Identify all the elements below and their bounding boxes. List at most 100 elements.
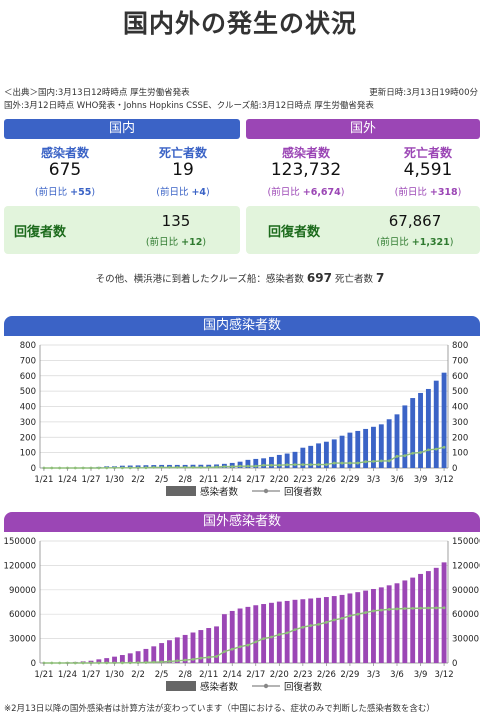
- y-tick-label: 600: [20, 372, 36, 382]
- recovered-point: [285, 631, 289, 635]
- x-tick-label: 1/24: [58, 670, 77, 680]
- cruise-ship-info: その他、横浜港に到着したクルーズ船：感染者数 697 死亡者数 7: [0, 271, 480, 285]
- international-deaths-diff: (前日比 +318): [394, 187, 462, 198]
- recovered-point: [340, 616, 344, 620]
- recovered-point: [160, 465, 164, 469]
- bar: [261, 458, 267, 468]
- x-tick-label: 2/8: [178, 670, 192, 680]
- x-tick-label: 2/29: [340, 670, 359, 680]
- bar: [347, 593, 353, 663]
- x-tick-label: 2/23: [293, 475, 312, 485]
- bar: [221, 614, 227, 663]
- y-tick-label-right: 120000: [452, 561, 480, 571]
- bar: [96, 659, 102, 663]
- bar: [339, 435, 345, 468]
- legend-swatch-infected: [166, 681, 196, 691]
- bar: [159, 643, 165, 663]
- x-tick-label: 2/11: [199, 475, 218, 485]
- legend-label-recovered: 回復者数: [284, 486, 323, 498]
- recovered-point: [222, 650, 226, 654]
- recovered-point: [73, 466, 77, 470]
- recovered-point: [442, 606, 446, 610]
- recovered-point: [191, 465, 195, 469]
- recovered-point: [175, 659, 179, 663]
- footnote: ※2月13日以降の国外感染者は計算方法が変わっています（中国における、症状のみで…: [4, 704, 435, 714]
- x-tick-label: 3/12: [435, 475, 454, 485]
- x-tick-label: 1/27: [81, 670, 100, 680]
- recovered-point: [136, 466, 140, 470]
- y-tick-label-right: 30000: [452, 635, 479, 645]
- legend-label-infected: 感染者数: [200, 681, 239, 693]
- international-header: 国外: [246, 119, 480, 139]
- y-tick-label: 120000: [4, 561, 36, 571]
- international-infected-label: 感染者数: [281, 146, 330, 160]
- recovered-point: [332, 461, 336, 465]
- recovered-point: [73, 661, 77, 665]
- domestic-recovered-box: [4, 206, 240, 254]
- x-tick-label: 2/14: [223, 475, 242, 485]
- recovered-point: [426, 448, 430, 452]
- recovered-point: [434, 447, 438, 451]
- y-tick-label-right: 600: [452, 372, 468, 382]
- domestic-recovered-label: 回復者数: [14, 225, 67, 240]
- legend-label-infected: 感染者数: [200, 486, 239, 498]
- recovered-point: [317, 463, 320, 467]
- recovered-point: [238, 464, 242, 468]
- x-tick-label: 2/26: [317, 670, 336, 680]
- bar: [378, 424, 384, 468]
- recovered-point: [120, 466, 124, 470]
- recovered-point: [419, 451, 422, 454]
- recovered-point: [395, 607, 399, 611]
- x-tick-label: 1/30: [105, 670, 124, 680]
- y-tick-label: 500: [20, 387, 36, 397]
- bar: [127, 653, 133, 663]
- y-tick-label: 800: [20, 341, 36, 351]
- recovered-point: [372, 609, 375, 613]
- international-infected-value: 123,732: [270, 160, 342, 180]
- recovered-point: [254, 640, 258, 644]
- x-tick-label: 1/24: [58, 475, 77, 485]
- recovered-point: [113, 466, 116, 470]
- y-tick-label: 100: [20, 449, 36, 459]
- recovered-point: [317, 622, 320, 626]
- recovered-point: [262, 637, 266, 640]
- bar: [308, 598, 314, 663]
- y-tick-label: 400: [20, 403, 36, 413]
- x-tick-label: 2/26: [317, 475, 336, 485]
- domestic-deaths-value: 19: [172, 160, 194, 180]
- domestic-infected-diff: (前日比 +55): [34, 187, 96, 198]
- y-tick-label-right: 400: [452, 403, 468, 413]
- cruise-deaths-label: 死亡者数: [334, 274, 373, 285]
- domestic-chart-title: 国内感染者数: [4, 316, 480, 336]
- bar: [378, 587, 384, 663]
- bar: [441, 562, 447, 663]
- y-tick-label-right: 90000: [452, 586, 479, 596]
- recovered-point: [58, 466, 62, 470]
- domestic-infected-value: 675: [48, 160, 82, 180]
- bar: [425, 388, 431, 468]
- recovered-point: [285, 463, 289, 467]
- legend-swatch-infected: [166, 486, 196, 496]
- legend-marker-recovered: [263, 683, 269, 689]
- international-deaths-label: 死亡者数: [403, 146, 452, 160]
- recovered-point: [309, 463, 313, 467]
- bar: [371, 426, 376, 468]
- recovered-point: [199, 465, 203, 469]
- recovered-point: [262, 463, 266, 467]
- domestic-header: 国内: [4, 119, 240, 139]
- x-tick-label: 3/9: [414, 670, 428, 680]
- y-tick-label-right: 700: [452, 356, 468, 366]
- bar: [316, 597, 321, 663]
- y-tick-label: 300: [20, 418, 36, 428]
- recovered-point: [160, 660, 164, 664]
- international-deaths-value: 4,591: [403, 160, 453, 180]
- recovered-point: [128, 661, 132, 665]
- bar: [300, 447, 306, 468]
- domestic-deaths-label: 死亡者数: [158, 146, 207, 160]
- source-international: 国外:3月12日時点 WHO発表・Johns Hopkins CSSE、クルーズ…: [4, 101, 374, 111]
- recovered-point: [168, 660, 171, 663]
- recovered-point: [168, 465, 171, 469]
- international-chart: 0 0 30000 30000 60000 60000 90000 90000 120000 12…: [4, 537, 480, 693]
- recovered-point: [419, 606, 422, 610]
- bar: [323, 597, 329, 663]
